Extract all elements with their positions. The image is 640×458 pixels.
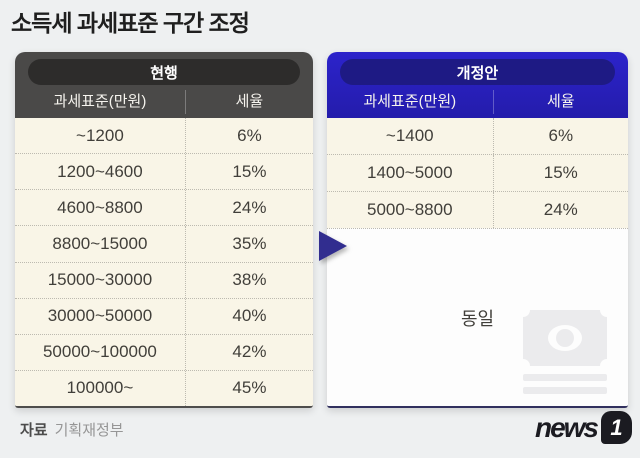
tax-rate-cell: 38% [232, 270, 267, 290]
tax-rate-cell: 15% [543, 163, 578, 182]
table-row: 1200~4600 15% [15, 153, 313, 190]
banknote-icon [522, 310, 608, 394]
table-row: 100000~ 45% [15, 369, 313, 406]
current-table-header: 현행 과세표준(만원) 세율 [15, 52, 313, 118]
table-row: ~1400 6% [327, 118, 628, 154]
news1-logo: news 1 [535, 411, 632, 444]
table-row: 1400~5000 15% [327, 154, 628, 191]
current-badge: 현행 [28, 59, 300, 85]
table-row: 8800~15000 35% [15, 225, 313, 262]
column-header-tax-base: 과세표준(만원) [15, 89, 186, 114]
revised-column-headers: 과세표준(만원) 세율 [327, 87, 628, 116]
arrow-right-icon [319, 231, 347, 261]
source-credit: 자료 기획재정부 [20, 419, 124, 440]
column-header-tax-base: 과세표준(만원) [327, 89, 494, 114]
source-label: 자료 [20, 422, 48, 439]
tax-base-cell: ~1400 [327, 118, 494, 154]
table-row: 30000~50000 40% [15, 297, 313, 334]
source-value: 기획재정부 [54, 422, 124, 439]
tax-base-cell: 100000~ [15, 370, 186, 406]
revised-table-header: 개정안 과세표준(만원) 세율 [327, 52, 628, 118]
revised-table-rows: ~1400 6% 1400~5000 15% 5000~8800 24% [327, 118, 628, 228]
same-label: 동일 [460, 308, 495, 329]
news1-logo-badge: 1 [601, 411, 632, 444]
tax-rate-cell: 42% [232, 342, 267, 362]
tax-rate-cell: 40% [232, 306, 267, 326]
table-row: 15000~30000 38% [15, 261, 313, 298]
tax-rate-cell: 24% [543, 200, 578, 219]
tax-rate-cell: 24% [232, 197, 267, 217]
tax-rate-cell: 35% [232, 233, 267, 253]
tax-base-cell: 50000~100000 [15, 334, 186, 370]
tax-base-cell: 4600~8800 [15, 190, 186, 226]
column-header-tax-rate: 세율 [546, 92, 575, 110]
tax-base-cell: ~1200 [15, 118, 186, 154]
tax-rate-cell: 15% [232, 161, 267, 181]
tax-base-cell: 1200~4600 [15, 154, 186, 190]
column-header-tax-rate: 세율 [235, 92, 264, 110]
current-tax-table: 현행 과세표준(만원) 세율 ~1200 6% 1200~4600 15% 46… [15, 52, 313, 408]
tax-rate-cell: 45% [232, 378, 267, 398]
table-row: 4600~8800 24% [15, 189, 313, 226]
revised-badge: 개정안 [340, 59, 615, 85]
tax-base-cell: 5000~8800 [327, 192, 494, 228]
revised-tax-table: 개정안 과세표준(만원) 세율 ~1400 6% 1400~5000 15% 5… [327, 52, 628, 408]
tax-base-cell: 15000~30000 [15, 262, 186, 298]
current-column-headers: 과세표준(만원) 세율 [15, 87, 313, 116]
tax-base-cell: 1400~5000 [327, 155, 494, 191]
news1-logo-digit: 1 [610, 414, 623, 440]
table-row: 5000~8800 24% [327, 191, 628, 228]
news1-logo-text: news [534, 411, 599, 443]
page-title: 소득세 과세표준 구간 조정 [11, 10, 250, 36]
same-area: 동일 [327, 228, 628, 406]
table-row: ~1200 6% [15, 118, 313, 154]
tax-rate-cell: 6% [237, 125, 262, 145]
current-table-rows: ~1200 6% 1200~4600 15% 4600~8800 24% 880… [15, 118, 313, 406]
tax-rate-cell: 6% [548, 126, 574, 145]
table-row: 50000~100000 42% [15, 333, 313, 370]
tax-base-cell: 30000~50000 [15, 298, 186, 334]
tax-base-cell: 8800~15000 [15, 226, 186, 262]
